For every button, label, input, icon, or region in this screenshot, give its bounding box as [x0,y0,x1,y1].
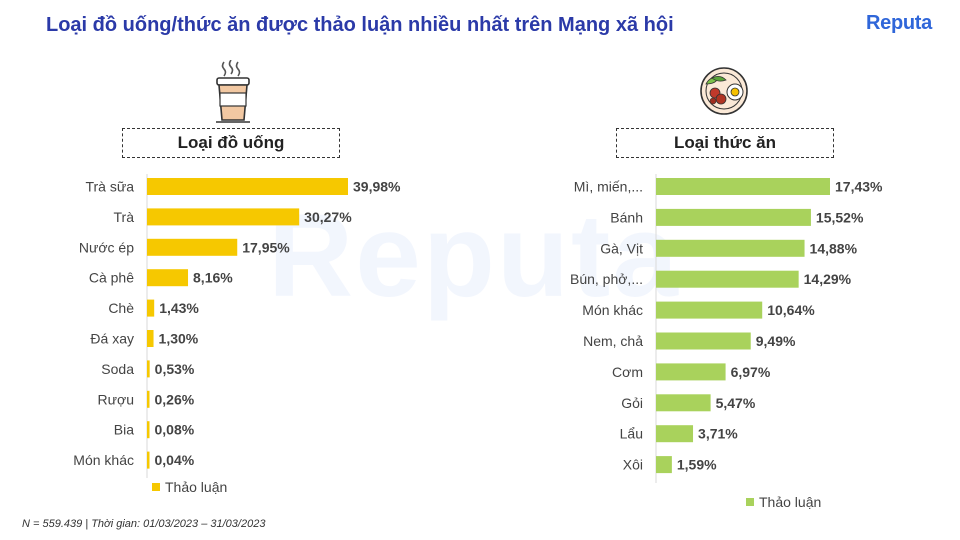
food-value-label: 9,49% [756,333,796,349]
food-bar [656,301,763,319]
food-value-label: 17,43% [835,179,883,195]
page-title: Loại đồ uống/thức ăn được thảo luận nhiề… [46,14,674,36]
food-value-label: 5,47% [716,395,756,411]
drink-value-label: 8,16% [193,270,233,286]
drink-category-label: Trà sữa [85,179,134,195]
food-category-label: Mì, miến,... [574,179,643,195]
drink-category-label: Nước ép [79,239,134,255]
drink-value-label: 0,04% [155,452,195,468]
footnote: N = 559.439 | Thời gian: 01/03/2023 – 31… [22,518,266,530]
food-value-label: 6,97% [731,364,771,380]
drink-value-label: 30,27% [304,209,352,225]
food-category-title: Loại thức ăn [616,128,834,158]
drink-bar [147,178,348,195]
drink-value-label: 1,30% [159,331,199,347]
drink-bar [147,360,150,378]
drink-bar [147,269,189,287]
food-category-label: Cơm [612,364,643,380]
food-value-label: 14,29% [804,271,852,287]
food-plate-icon [694,66,754,121]
food-category-label: Bánh [610,209,643,225]
drink-bar [147,330,154,347]
drink-value-label: 0,53% [155,361,195,377]
coffee-cup-icon [210,59,256,129]
drink-category-label: Chè [108,300,134,316]
drink-category-label: Bia [114,422,134,438]
drink-bar [147,390,150,408]
food-category-label: Nem, chả [583,333,643,349]
food-value-label: 1,59% [677,457,717,473]
food-bar [656,178,830,195]
legend-swatch [152,483,160,491]
legend-label: Thảo luận [759,494,822,510]
drink-bar [147,421,150,439]
reputa-logo: Reputa [866,12,932,34]
food-category-label: Gỏi [621,395,643,411]
food-category-label: Xôi [623,457,643,473]
food-legend: Thảo luận [746,494,821,510]
drink-value-label: 0,26% [155,391,195,407]
food-bar [656,239,805,257]
food-value-label: 14,88% [810,240,858,256]
food-bar [656,208,811,226]
drink-category-label: Soda [101,361,134,377]
legend-swatch [746,498,754,506]
drink-bar [147,451,150,469]
food-category-label: Món khác [582,302,643,318]
drink-category-label: Trà [114,209,135,225]
watermark: Reputa [268,190,680,322]
drink-category-title: Loại đồ uống [122,128,340,158]
drink-value-label: 0,08% [155,422,195,438]
drink-value-label: 39,98% [353,179,401,195]
food-bar [656,363,726,381]
drink-bar [147,208,300,226]
food-category-label: Lẩu [620,426,643,442]
drink-category-label: Món khác [73,452,134,468]
food-category-label: Gà, Vịt [600,240,643,256]
food-value-label: 10,64% [767,302,815,318]
food-category-label: Bún, phở,... [570,271,643,287]
drink-value-label: 1,43% [159,300,199,316]
drink-value-label: 17,95% [242,239,290,255]
food-value-label: 15,52% [816,209,864,225]
food-bar [656,425,694,443]
drink-category-label: Cà phê [89,270,134,286]
food-bar [656,394,711,412]
food-bar [656,270,799,288]
drink-legend: Thảo luận [152,479,227,495]
food-bar [656,456,672,474]
food-bar [656,332,751,350]
drink-bar [147,238,238,256]
drink-category-label: Đá xay [90,331,134,347]
drink-category-label: Rượu [98,391,134,407]
legend-label: Thảo luận [165,479,228,495]
food-value-label: 3,71% [698,426,738,442]
drink-bar [147,299,155,317]
